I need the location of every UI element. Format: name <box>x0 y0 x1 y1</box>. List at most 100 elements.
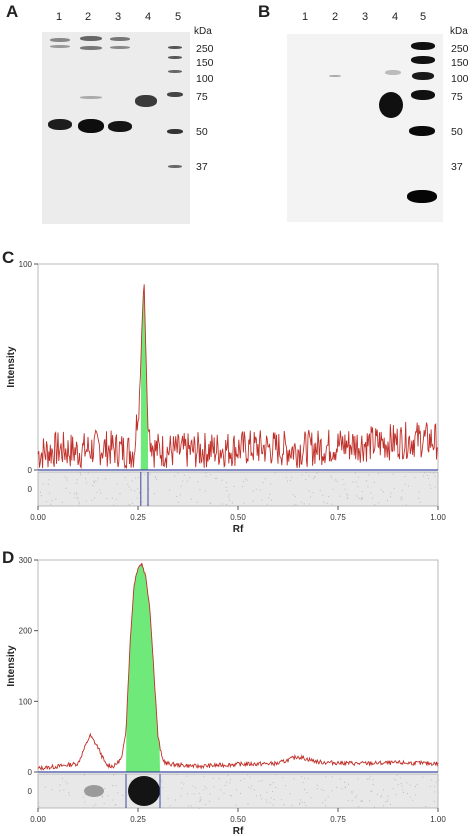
strip-speckle <box>85 500 87 502</box>
strip-speckle <box>335 479 337 481</box>
strip-speckle <box>131 480 133 482</box>
strip-speckle <box>301 501 303 503</box>
strip-speckle <box>193 793 195 795</box>
strip-speckle <box>130 780 132 782</box>
strip-speckle <box>330 475 332 477</box>
strip-speckle <box>275 787 277 789</box>
strip-speckle <box>66 479 68 481</box>
strip-speckle <box>366 778 368 780</box>
strip-speckle <box>372 783 374 785</box>
strip-speckle <box>99 489 101 491</box>
strip-speckle <box>204 490 206 492</box>
strip-speckle <box>44 786 46 788</box>
strip-speckle <box>203 789 205 791</box>
strip-speckle <box>366 480 368 482</box>
y-tick-label: 100 <box>19 697 33 706</box>
strip-speckle <box>401 497 403 499</box>
strip-speckle <box>392 473 394 475</box>
strip-speckle <box>393 487 395 489</box>
intensity-trace <box>37 284 439 470</box>
strip-speckle <box>323 789 325 791</box>
panel-a-lane-5: 5 <box>174 11 182 23</box>
strip-speckle <box>272 782 274 784</box>
strip-speckle <box>312 492 314 494</box>
strip-speckle <box>434 475 436 477</box>
strip-speckle <box>369 800 371 802</box>
strip-speckle <box>40 495 42 497</box>
strip-speckle <box>367 486 369 488</box>
strip-speckle <box>243 502 245 504</box>
strip-speckle <box>299 803 301 805</box>
strip-speckle <box>307 778 309 780</box>
ladder-band <box>407 190 437 203</box>
strip-speckle <box>409 784 411 786</box>
strip-speckle <box>429 472 431 474</box>
strip-speckle <box>134 490 136 492</box>
panel-b-kda-unit: kDa <box>450 26 468 37</box>
strip-speckle <box>368 474 370 476</box>
strip-speckle <box>114 804 116 806</box>
strip-speckle <box>174 799 176 801</box>
x-tick-label: 1.00 <box>430 815 446 824</box>
strip-speckle <box>401 490 403 492</box>
strip-speckle <box>308 503 310 505</box>
strip-speckle <box>146 504 148 506</box>
strip-speckle <box>206 787 208 789</box>
strip-speckle <box>403 792 405 794</box>
strip-speckle <box>386 801 388 803</box>
strip-speckle <box>179 494 181 496</box>
strip-speckle <box>64 476 66 478</box>
panel-d-letter: D <box>2 548 15 567</box>
strip-speckle <box>38 802 40 804</box>
strip-speckle <box>255 488 257 490</box>
strip-speckle <box>416 783 418 785</box>
strip-speckle <box>400 499 402 501</box>
strip-speckle <box>189 477 191 479</box>
strip-speckle <box>176 774 178 776</box>
strip-speckle <box>269 493 271 495</box>
strip-speckle <box>141 501 143 503</box>
strip-speckle <box>229 505 231 507</box>
strip-speckle <box>299 803 301 805</box>
panel-b-lane-4: 4 <box>391 11 399 23</box>
strip-speckle <box>176 495 178 497</box>
strip-speckle <box>382 789 384 791</box>
blot-band <box>329 75 341 77</box>
panel-b-letter: B <box>258 2 271 21</box>
strip-speckle <box>112 785 114 787</box>
strip-speckle <box>69 492 71 494</box>
strip-speckle <box>253 789 255 791</box>
strip-speckle <box>374 504 376 506</box>
strip-speckle <box>107 795 109 797</box>
strip-speckle <box>246 774 248 776</box>
panel-a-marker-250: 250 <box>196 43 214 55</box>
strip-speckle <box>325 805 327 807</box>
strip-speckle <box>425 805 427 807</box>
strip-speckle <box>314 476 316 478</box>
strip-speckle <box>249 776 251 778</box>
strip-speckle <box>387 799 389 801</box>
strip-speckle <box>93 497 95 499</box>
strip-speckle <box>113 774 115 776</box>
strip-speckle <box>156 478 158 480</box>
strip-speckle <box>182 480 184 482</box>
strip-speckle <box>66 783 68 785</box>
strip-speckle <box>322 802 324 804</box>
strip-speckle <box>236 789 238 791</box>
strip-speckle <box>101 795 103 797</box>
strip-speckle <box>376 793 378 795</box>
strip-speckle <box>294 496 296 498</box>
strip-speckle <box>225 486 227 488</box>
strip-speckle <box>40 491 42 493</box>
strip-speckle <box>210 502 212 504</box>
strip-speckle <box>271 499 273 501</box>
strip-speckle <box>85 794 87 796</box>
strip-speckle <box>331 776 333 778</box>
strip-speckle <box>312 478 314 480</box>
strip-speckle <box>341 788 343 790</box>
strip-speckle <box>372 779 374 781</box>
strip-speckle <box>85 478 87 480</box>
panel-b-marker-37: 37 <box>451 161 463 173</box>
strip-speckle <box>155 476 157 478</box>
gel-band <box>108 121 132 132</box>
